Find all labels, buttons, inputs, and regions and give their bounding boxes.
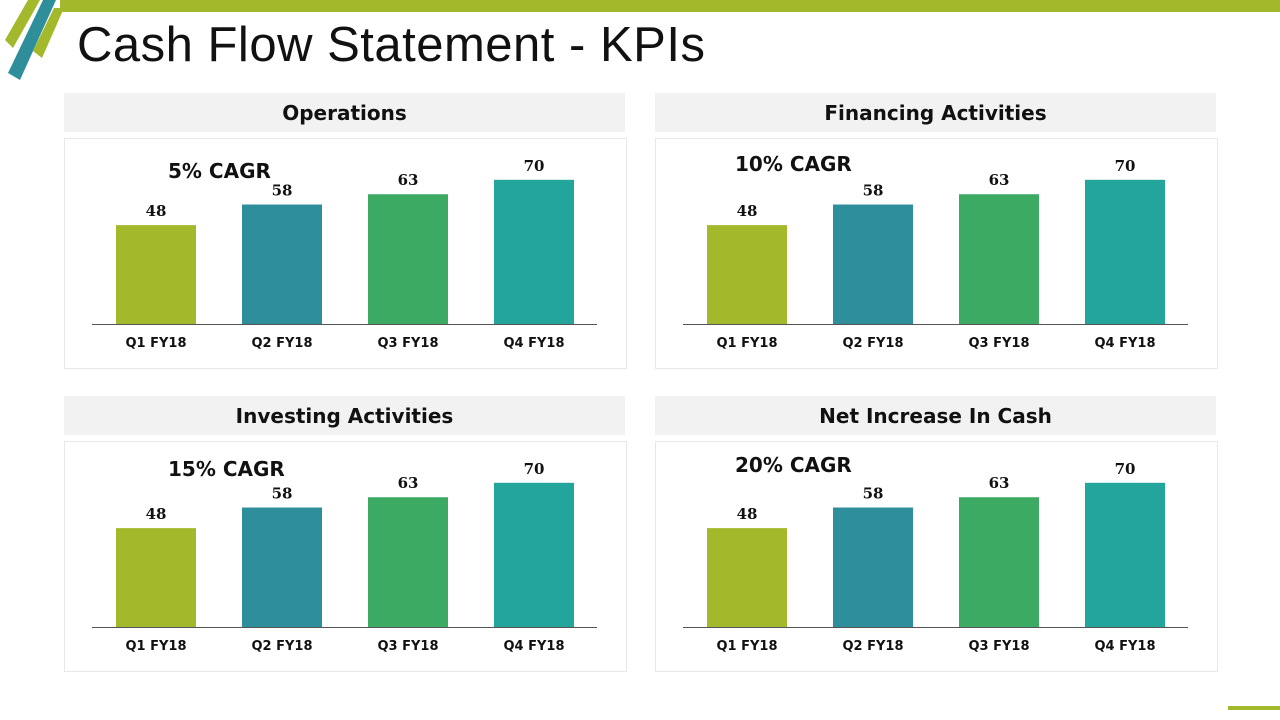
x-tick-label: Q4 FY18 — [1094, 639, 1155, 654]
x-tick-label: Q1 FY18 — [125, 336, 186, 351]
operations-bar-chart: 48 Q1 FY18 58 Q2 FY18 63 Q3 FY18 70 Q4 FY18 — [92, 157, 597, 351]
corner-stripes-logo — [5, 0, 64, 80]
top-accent-bar — [60, 0, 1280, 12]
panel-header: Net Increase In Cash — [655, 396, 1216, 435]
bar — [116, 225, 196, 324]
data-label: 58 — [272, 485, 293, 503]
panel-net-increase-in-cash: Net Increase In Cash 20% CAGR 48 Q1 FY18 5… — [655, 396, 1218, 672]
cagr-label: 5% CAGR — [168, 159, 271, 183]
data-label: 48 — [146, 202, 167, 220]
bar — [707, 528, 787, 627]
panel-header: Investing Activities — [64, 396, 625, 435]
x-tick-label: Q3 FY18 — [377, 336, 438, 351]
cagr-label: 10% CAGR — [735, 152, 852, 176]
bar — [959, 194, 1039, 324]
x-tick-label: Q4 FY18 — [503, 336, 564, 351]
financing-activities-bar-chart: 48 Q1 FY18 58 Q2 FY18 63 Q3 FY18 70 Q4 FY18 — [683, 157, 1188, 351]
x-tick-label: Q2 FY18 — [842, 336, 903, 351]
data-label: 48 — [737, 505, 758, 523]
panel-header: Operations — [64, 93, 625, 132]
x-tick-label: Q1 FY18 — [125, 639, 186, 654]
x-tick-label: Q2 FY18 — [251, 336, 312, 351]
data-label: 58 — [863, 485, 884, 503]
panel-financing-activities: Financing Activities 10% CAGR 48 Q1 FY18 5… — [655, 93, 1218, 369]
panel-box — [64, 441, 627, 672]
bar — [1085, 482, 1165, 627]
bar — [368, 497, 448, 627]
cagr-label: 20% CAGR — [735, 453, 852, 477]
x-tick-label: Q1 FY18 — [716, 336, 777, 351]
data-label: 48 — [737, 202, 758, 220]
panel-operations: Operations 5% CAGR 48 Q1 FY18 58 Q2 FY18 63 Q… — [64, 93, 627, 369]
panel-investing-activities: Investing Activities 15% CAGR 48 Q1 FY18 5… — [64, 396, 627, 672]
data-label: 70 — [524, 157, 545, 175]
data-label: 58 — [272, 182, 293, 200]
bar — [959, 497, 1039, 627]
net-increase-in-cash-bar-chart: 48 Q1 FY18 58 Q2 FY18 63 Q3 FY18 70 Q4 FY18 — [683, 460, 1188, 654]
investing-activities-bar-chart: 48 Q1 FY18 58 Q2 FY18 63 Q3 FY18 70 Q4 FY18 — [92, 460, 597, 654]
x-tick-label: Q4 FY18 — [1094, 336, 1155, 351]
x-tick-label: Q3 FY18 — [968, 639, 1029, 654]
page-title: Cash Flow Statement - KPIs — [77, 18, 706, 72]
bar — [242, 204, 322, 324]
bar — [494, 482, 574, 627]
panel-box — [655, 441, 1218, 672]
panel-box — [64, 138, 627, 369]
bar — [707, 225, 787, 324]
x-tick-label: Q3 FY18 — [377, 639, 438, 654]
bar — [368, 194, 448, 324]
panel-box — [655, 138, 1218, 369]
panel-header: Financing Activities — [655, 93, 1216, 132]
x-tick-label: Q2 FY18 — [251, 639, 312, 654]
bar — [494, 179, 574, 324]
data-label: 63 — [398, 171, 419, 189]
bar — [833, 507, 913, 627]
data-label: 63 — [989, 171, 1010, 189]
bar — [116, 528, 196, 627]
bottom-accent-line — [1228, 706, 1280, 710]
data-label: 63 — [989, 474, 1010, 492]
data-label: 70 — [1115, 460, 1136, 478]
data-label: 70 — [524, 460, 545, 478]
cagr-label: 15% CAGR — [168, 457, 285, 481]
bar — [1085, 179, 1165, 324]
x-tick-label: Q4 FY18 — [503, 639, 564, 654]
data-label: 63 — [398, 474, 419, 492]
bar — [242, 507, 322, 627]
bar — [833, 204, 913, 324]
data-label: 70 — [1115, 157, 1136, 175]
x-tick-label: Q2 FY18 — [842, 639, 903, 654]
data-label: 58 — [863, 182, 884, 200]
x-tick-label: Q3 FY18 — [968, 336, 1029, 351]
x-tick-label: Q1 FY18 — [716, 639, 777, 654]
data-label: 48 — [146, 505, 167, 523]
